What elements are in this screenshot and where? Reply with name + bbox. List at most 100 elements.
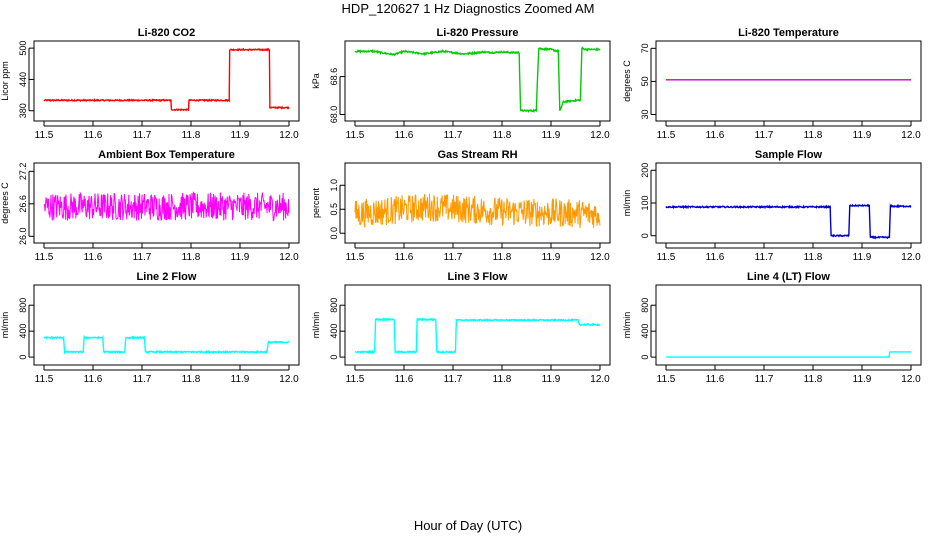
y-tick-label: 27.2	[18, 163, 28, 181]
y-tick-label: 0	[329, 355, 339, 360]
y-tick-label: 0	[640, 233, 650, 238]
series-line	[354, 46, 601, 114]
x-tick-label: 11.5	[346, 252, 365, 263]
y-tick-label: 0	[640, 355, 650, 360]
chart-title: Sample Flow	[755, 149, 823, 161]
chart-panel: Line 3 Flow 11.5 11.6 11.7 11.8 11.9 12.0 0 400 8…	[311, 271, 611, 385]
chart-title: Line 2 Flow	[137, 271, 197, 283]
plot-frame	[655, 40, 922, 122]
y-axis-label: Licor ppm	[0, 61, 10, 101]
x-tick-label: 11.6	[706, 130, 725, 141]
chart-panel: Line 4 (LT) Flow 11.5 11.6 11.7 11.8 11.9 12.0…	[622, 271, 922, 385]
series-line	[43, 334, 290, 355]
x-tick-label: 11.8	[182, 130, 201, 141]
y-tick-label: 26.0	[18, 228, 28, 246]
y-axis-label: percent	[311, 187, 321, 218]
y-tick-label: 100	[640, 195, 650, 210]
x-tick-label: 11.9	[231, 252, 250, 263]
x-tick-label: 11.8	[804, 374, 823, 385]
chart-panel: Line 2 Flow 11.5 11.6 11.7 11.8 11.9 12.0 0 400 8…	[0, 271, 300, 385]
chart-panel: Li-820 Pressure 11.5 11.6 11.7 11.8 11.9 12.0 6…	[311, 27, 611, 141]
y-tick-label: 30	[640, 110, 650, 120]
series-line	[665, 203, 912, 240]
y-axis-label: degrees C	[0, 182, 10, 224]
plot-frame	[33, 284, 300, 366]
x-tick-label: 11.5	[657, 252, 676, 263]
x-tick-label: 11.8	[182, 374, 201, 385]
chart-panel: Li-820 CO2 11.5 11.6 11.7 11.8 11.9 12.0 380 440…	[0, 27, 300, 141]
x-tick-label: 12.0	[590, 130, 610, 141]
x-tick-label: 11.9	[542, 374, 561, 385]
chart-title: Li-820 CO2	[138, 27, 195, 39]
plot-frame	[33, 40, 300, 122]
chart-title: Line 4 (LT) Flow	[747, 271, 830, 283]
series-line	[43, 191, 290, 222]
y-tick-label: 1.0	[329, 179, 339, 192]
x-tick-label: 11.6	[395, 374, 414, 385]
y-tick-label: 26.6	[18, 195, 28, 213]
chart-panel: Li-820 Temperature 11.5 11.6 11.7 11.8 11.9 12…	[622, 27, 922, 141]
y-axis-label: ml/min	[0, 312, 10, 339]
x-tick-label: 11.8	[493, 252, 512, 263]
series-line	[666, 351, 911, 358]
plot-frame	[655, 284, 922, 366]
x-tick-label: 11.9	[853, 130, 872, 141]
x-tick-label: 12.0	[279, 374, 299, 385]
plot-frame	[344, 162, 611, 244]
x-axis-label: Hour of Day (UTC)	[413, 518, 523, 533]
x-tick-label: 11.5	[657, 374, 676, 385]
chart-panel: Ambient Box Temperature 11.5 11.6 11.7 11.8 1…	[0, 149, 300, 263]
x-tick-label: 11.7	[755, 252, 774, 263]
page-title: HDP_120627 1 Hz Diagnostics Zoomed AM	[341, 1, 595, 16]
y-tick-label: 68.0	[329, 106, 339, 124]
x-tick-label: 12.0	[279, 130, 299, 141]
x-tick-label: 12.0	[901, 374, 921, 385]
x-tick-label: 11.5	[346, 374, 365, 385]
chart-title: Line 3 Flow	[448, 271, 508, 283]
y-tick-label: 800	[640, 298, 650, 313]
y-tick-label: 380	[18, 103, 28, 118]
series-line	[355, 317, 601, 355]
x-tick-label: 11.6	[84, 130, 103, 141]
x-tick-label: 12.0	[590, 252, 610, 263]
x-tick-label: 11.9	[542, 252, 561, 263]
y-tick-label: 400	[18, 324, 28, 339]
chart-title: Ambient Box Temperature	[98, 149, 235, 161]
y-axis-label: degrees C	[622, 60, 632, 102]
chart-title: Gas Stream RH	[437, 149, 517, 161]
x-tick-label: 11.9	[853, 374, 872, 385]
x-tick-label: 11.6	[84, 252, 103, 263]
x-tick-label: 11.5	[35, 374, 54, 385]
x-tick-label: 11.7	[133, 374, 152, 385]
x-tick-label: 11.7	[444, 252, 463, 263]
x-tick-label: 11.6	[706, 374, 725, 385]
x-tick-label: 11.9	[542, 130, 561, 141]
x-tick-label: 11.5	[657, 130, 676, 141]
y-tick-label: 50	[640, 76, 650, 86]
series-line	[354, 193, 601, 228]
x-tick-label: 11.7	[133, 252, 152, 263]
x-tick-label: 11.8	[804, 252, 823, 263]
y-axis-label: ml/min	[311, 312, 321, 339]
x-tick-label: 11.7	[444, 374, 463, 385]
x-tick-label: 12.0	[901, 252, 921, 263]
x-tick-label: 11.8	[804, 130, 823, 141]
x-tick-label: 11.5	[346, 130, 365, 141]
y-tick-label: 800	[329, 298, 339, 313]
y-tick-label: 68.6	[329, 68, 339, 86]
plot-frame	[344, 40, 611, 122]
x-tick-label: 11.8	[493, 130, 512, 141]
y-axis-label: kPa	[311, 73, 321, 89]
x-tick-label: 11.6	[395, 130, 414, 141]
chart-title: Li-820 Temperature	[738, 27, 839, 39]
y-axis-label: ml/min	[622, 190, 632, 217]
x-tick-label: 12.0	[590, 374, 610, 385]
y-tick-label: 0.5	[329, 203, 339, 216]
x-tick-label: 11.9	[853, 252, 872, 263]
y-tick-label: 0	[18, 355, 28, 360]
x-tick-label: 12.0	[279, 252, 299, 263]
x-tick-label: 11.6	[706, 252, 725, 263]
chart-panel: Sample Flow 11.5 11.6 11.7 11.8 11.9 12.0 0 100 2…	[622, 149, 922, 263]
chart-title: Li-820 Pressure	[437, 27, 519, 39]
y-tick-label: 200	[640, 163, 650, 178]
